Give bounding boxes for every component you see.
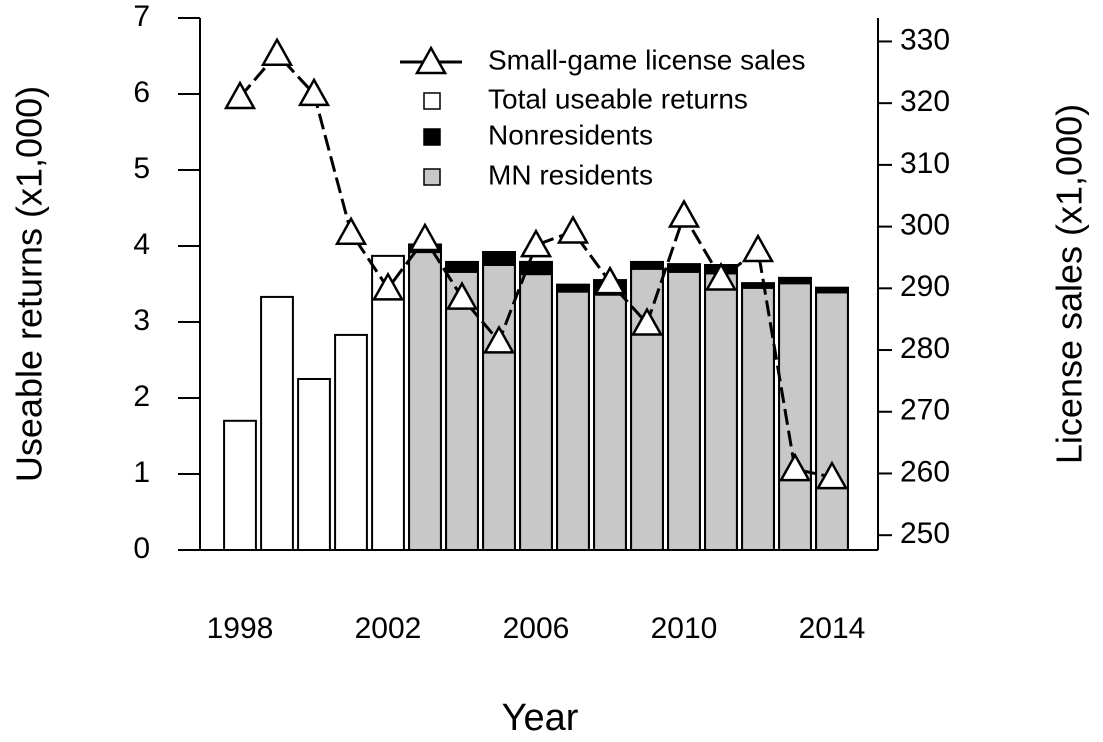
line-marker xyxy=(408,222,442,252)
line-marker xyxy=(667,198,701,228)
bar xyxy=(260,295,294,552)
legend-swatch xyxy=(423,168,441,186)
line-marker xyxy=(630,306,664,336)
legend-label: Total useable returns xyxy=(488,83,748,114)
legend-swatch xyxy=(423,92,441,110)
x-tick-label: 2014 xyxy=(799,612,866,645)
y2-tick-label: 330 xyxy=(900,23,950,56)
line-marker xyxy=(445,281,479,310)
bar-segment xyxy=(445,270,479,551)
bar-segment xyxy=(445,260,479,273)
line-marker xyxy=(704,261,738,291)
y-tick-label: 4 xyxy=(133,228,150,261)
y2-tick-label: 270 xyxy=(900,394,950,427)
legend-swatch xyxy=(423,128,441,146)
bar-segment xyxy=(815,291,849,551)
line-marker xyxy=(297,77,331,107)
bar xyxy=(371,254,405,551)
x-tick-label: 2006 xyxy=(503,612,570,645)
line-marker xyxy=(260,37,294,67)
y-tick-label: 7 xyxy=(133,0,150,33)
line-marker xyxy=(741,233,775,263)
y2-tick-label: 260 xyxy=(900,455,950,488)
bar-segment xyxy=(778,282,812,551)
bar-segment xyxy=(519,260,553,276)
bar-segment xyxy=(556,283,590,293)
bar xyxy=(334,333,368,552)
bar-segment xyxy=(556,290,590,551)
bar-segment xyxy=(741,282,775,289)
line-marker xyxy=(371,271,405,301)
y2-axis-label: License sales (x1,000) xyxy=(1049,104,1090,464)
line-marker xyxy=(482,324,516,354)
y2-tick-label: 250 xyxy=(900,517,950,550)
line-marker xyxy=(556,214,590,244)
bar-segment xyxy=(519,273,553,551)
bar-segment xyxy=(741,286,775,551)
y-tick-label: 5 xyxy=(133,152,150,185)
y-tick-label: 2 xyxy=(133,380,150,413)
bar xyxy=(223,419,257,551)
x-tick-label: 2010 xyxy=(651,612,718,645)
y2-tick-label: 280 xyxy=(900,332,950,365)
bar-segment xyxy=(704,272,738,551)
y-tick-label: 1 xyxy=(133,456,150,489)
y2-tick-label: 310 xyxy=(900,147,950,180)
line-marker xyxy=(334,216,368,246)
x-tick-label: 1998 xyxy=(207,612,274,645)
bar xyxy=(297,378,331,551)
legend-marker xyxy=(414,45,448,75)
bar-segment xyxy=(667,263,701,273)
line-marker xyxy=(223,80,257,110)
x-axis-label: Year xyxy=(502,697,579,739)
line xyxy=(238,51,833,479)
legend-label: Nonresidents xyxy=(488,119,653,150)
x-tick-label: 2002 xyxy=(355,612,422,645)
y2-tick-label: 290 xyxy=(900,270,950,303)
y2-tick-label: 300 xyxy=(900,209,950,242)
bar-segment xyxy=(667,270,701,551)
line-marker xyxy=(519,228,553,258)
legend-label: MN residents xyxy=(488,159,653,190)
legend-label: Small-game license sales xyxy=(488,44,805,75)
line-marker xyxy=(593,265,627,295)
line-marker xyxy=(815,460,849,490)
y2-tick-label: 320 xyxy=(900,85,950,118)
y-axis-label: Useable returns (x1,000) xyxy=(9,86,50,482)
bar-segment xyxy=(630,260,664,270)
bar-segment xyxy=(815,286,849,294)
y-tick-label: 0 xyxy=(133,532,150,565)
bar-segment xyxy=(482,264,516,551)
bar-segment xyxy=(593,293,627,552)
line-marker xyxy=(778,452,812,482)
bar-segment xyxy=(482,251,516,267)
y-tick-label: 3 xyxy=(133,304,150,337)
bar-segment xyxy=(778,276,812,285)
y-tick-label: 6 xyxy=(133,76,150,109)
bar-segment xyxy=(408,251,442,552)
